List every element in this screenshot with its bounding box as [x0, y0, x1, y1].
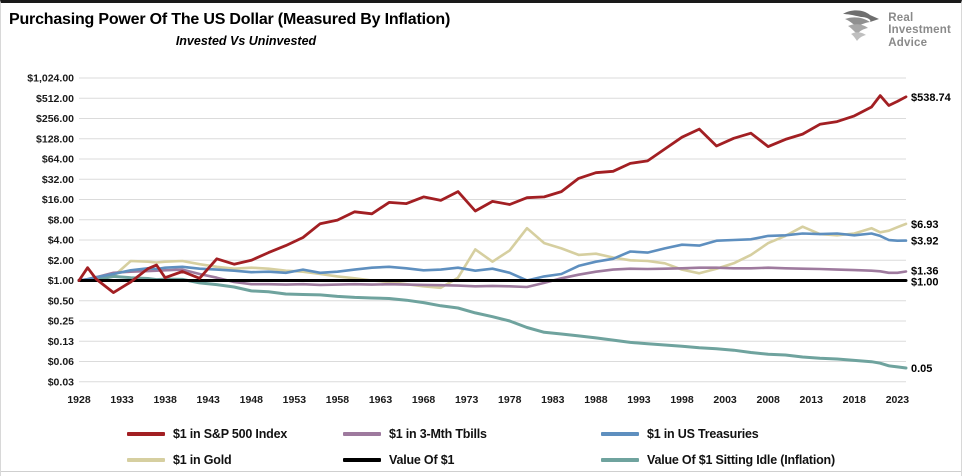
bottom-divider: [1, 471, 961, 472]
x-tick-label: 1998: [670, 394, 694, 406]
y-tick-label: $1.00: [48, 275, 74, 287]
x-tick-label: 1948: [240, 394, 264, 406]
x-tick-label: 1968: [412, 394, 436, 406]
legend-swatch-inflation: [601, 458, 639, 462]
y-tick-label: $64.00: [42, 154, 74, 166]
legend-item-inflation: Value Of $1 Sitting Idle (Inflation): [601, 452, 835, 468]
y-tick-label: $8.00: [48, 214, 74, 226]
brand-logo: Real Investment Advice: [839, 9, 951, 52]
x-tick-label: 2008: [756, 394, 780, 406]
y-tick-label: $512.00: [36, 93, 74, 105]
brand-name: Real Investment Advice: [888, 12, 951, 50]
legend-label-value1: Value Of $1: [389, 453, 455, 467]
legend-label-treasuries: $1 in US Treasuries: [647, 427, 759, 441]
y-tick-label: $16.00: [42, 194, 74, 206]
end-label: $1.36: [911, 266, 939, 278]
y-tick-label: $0.06: [48, 356, 74, 368]
x-tick-label: 1983: [541, 394, 565, 406]
y-tick-label: $256.00: [36, 113, 74, 125]
y-tick-label: $0.13: [48, 336, 74, 348]
end-label: $6.93: [911, 219, 939, 231]
y-tick-label: $0.50: [48, 295, 74, 307]
legend-item-value1: Value Of $1: [343, 452, 454, 468]
legend-item-tbills: $1 in 3-Mth Tbills: [343, 426, 487, 442]
eagle-icon: [839, 9, 881, 52]
legend-item-treasuries: $1 in US Treasuries: [601, 426, 759, 442]
x-tick-label: 1938: [153, 394, 177, 406]
x-tick-label: 1953: [283, 394, 307, 406]
x-tick-label: 1963: [369, 394, 393, 406]
end-label: 0.05: [911, 363, 932, 375]
x-tick-label: 1933: [110, 394, 134, 406]
legend-item-sp500: $1 in S&P 500 Index: [127, 426, 287, 442]
y-tick-label: $0.03: [48, 376, 74, 388]
y-tick-label: $0.25: [48, 316, 74, 328]
y-tick-label: $128.00: [36, 133, 74, 145]
x-tick-label: 2018: [843, 394, 867, 406]
legend-item-gold: $1 in Gold: [127, 452, 232, 468]
chart-subtitle: Invested Vs Uninvested: [175, 34, 317, 48]
x-tick-label: 2013: [800, 394, 824, 406]
legend-label-gold: $1 in Gold: [173, 453, 232, 467]
x-tick-label: 1928: [67, 394, 91, 406]
end-label: $538.74: [911, 92, 952, 104]
y-tick-label: $2.00: [48, 255, 74, 267]
chart-title: Purchasing Power Of The US Dollar (Measu…: [9, 11, 451, 28]
y-tick-label: $1,024.00: [27, 73, 74, 85]
legend-swatch-sp500: [127, 432, 165, 436]
series-line-tbills: [77, 266, 908, 289]
legend-label-tbills: $1 in 3-Mth Tbills: [389, 427, 487, 441]
chart-plot: $1,024.00 $512.00 $256.00 $128.00 $64.00 $32.…: [27, 73, 952, 407]
x-tick-label: 2023: [886, 394, 910, 406]
x-tick-label: 1978: [498, 394, 522, 406]
legend-label-inflation: Value Of $1 Sitting Idle (Inflation): [647, 453, 835, 467]
legend-swatch-treasuries: [601, 432, 639, 436]
series-line-inflation: [77, 274, 908, 370]
legend-label-sp500: $1 in S&P 500 Index: [173, 427, 288, 441]
x-tick-label: 1958: [326, 394, 350, 406]
series-line-sp500: [77, 94, 908, 295]
end-label: $3.92: [911, 236, 939, 248]
legend-swatch-value1: [343, 458, 381, 462]
series-line-treasuries: [77, 232, 908, 282]
x-tick-label: 1973: [455, 394, 479, 406]
legend-swatch-gold: [127, 458, 165, 462]
x-tick-label: 1988: [584, 394, 608, 406]
y-tick-label: $32.00: [42, 174, 74, 186]
x-tick-label: 1993: [627, 394, 651, 406]
x-tick-label: 2003: [713, 394, 737, 406]
x-tick-label: 1943: [197, 394, 221, 406]
brand-line-3: Advice: [888, 36, 928, 49]
brand-line-2: Investment: [888, 24, 951, 37]
brand-line-1: Real: [888, 11, 914, 24]
y-tick-label: $4.00: [48, 235, 74, 247]
legend-swatch-tbills: [343, 432, 381, 436]
series-line-gold: [77, 222, 908, 290]
end-label: $1.00: [911, 277, 939, 289]
